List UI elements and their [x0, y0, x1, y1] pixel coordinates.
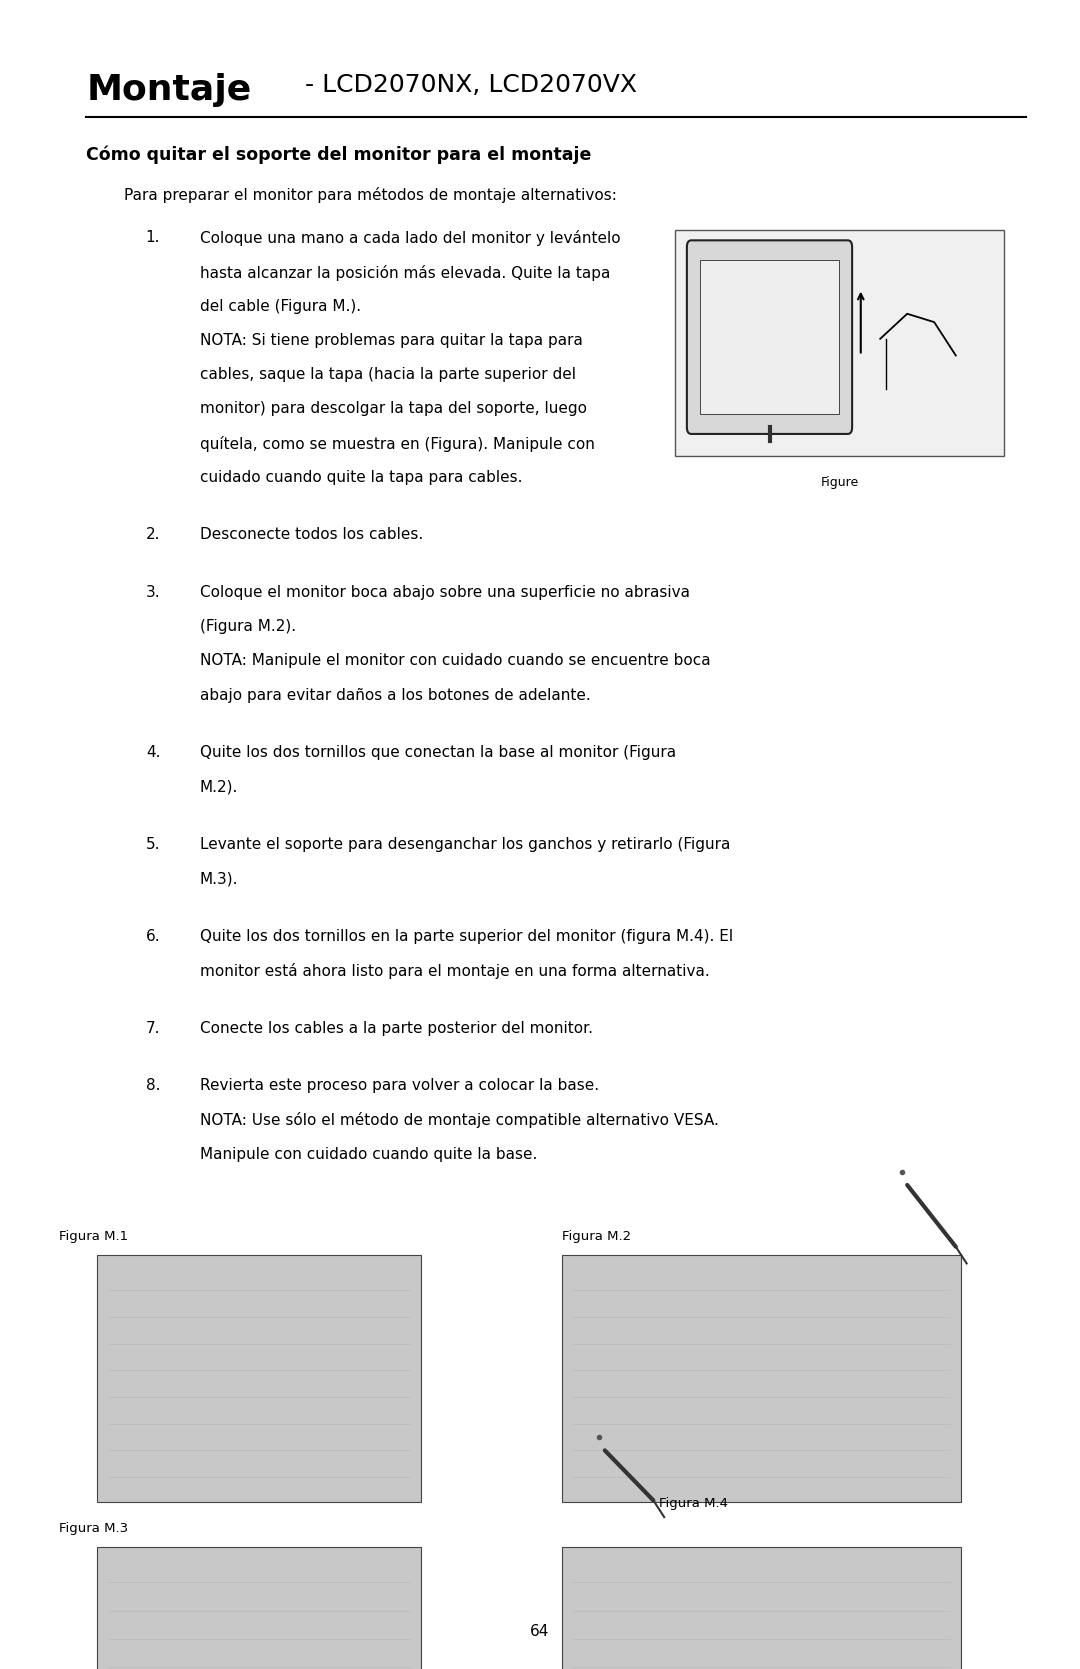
Bar — [97, 1547, 421, 1669]
Text: quítela, como se muestra en (Figura). Manipule con: quítela, como se muestra en (Figura). Ma… — [200, 436, 595, 452]
Bar — [675, 230, 1004, 456]
Text: - LCD2070NX, LCD2070VX: - LCD2070NX, LCD2070VX — [297, 73, 637, 97]
Text: 3.: 3. — [146, 586, 161, 599]
Text: Figura M.3: Figura M.3 — [59, 1522, 129, 1535]
Text: Manipule con cuidado cuando quite la base.: Manipule con cuidado cuando quite la bas… — [200, 1147, 537, 1162]
Text: M.3).: M.3). — [200, 871, 239, 886]
Text: hasta alcanzar la posición más elevada. Quite la tapa: hasta alcanzar la posición más elevada. … — [200, 264, 610, 280]
Text: (Figura M.2).: (Figura M.2). — [200, 619, 296, 634]
Text: Quite los dos tornillos en la parte superior del monitor (figura M.4). El: Quite los dos tornillos en la parte supe… — [200, 928, 733, 943]
Text: Para preparar el monitor para métodos de montaje alternativos:: Para preparar el monitor para métodos de… — [124, 187, 617, 204]
Text: 4.: 4. — [146, 744, 160, 759]
Text: Montaje: Montaje — [86, 73, 252, 107]
Text: monitor está ahora listo para el montaje en una forma alternativa.: monitor está ahora listo para el montaje… — [200, 963, 710, 980]
Text: cables, saque la tapa (hacia la parte superior del: cables, saque la tapa (hacia la parte su… — [200, 367, 576, 382]
Text: 7.: 7. — [146, 1020, 160, 1035]
Text: 64: 64 — [530, 1624, 550, 1639]
Text: 5.: 5. — [146, 838, 160, 851]
Bar — [562, 1547, 961, 1669]
Text: Coloque el monitor boca abajo sobre una superficie no abrasiva: Coloque el monitor boca abajo sobre una … — [200, 586, 690, 599]
Text: NOTA: Si tiene problemas para quitar la tapa para: NOTA: Si tiene problemas para quitar la … — [200, 334, 583, 347]
Text: 8.: 8. — [146, 1078, 160, 1093]
Bar — [700, 260, 839, 414]
Text: monitor) para descolgar la tapa del soporte, luego: monitor) para descolgar la tapa del sopo… — [200, 402, 586, 416]
Text: Figura M.4: Figura M.4 — [659, 1497, 728, 1510]
Text: Desconecte todos los cables.: Desconecte todos los cables. — [200, 527, 423, 542]
Text: Coloque una mano a cada lado del monitor y levántelo: Coloque una mano a cada lado del monitor… — [200, 230, 620, 247]
Bar — [562, 1255, 961, 1502]
Bar — [97, 1255, 421, 1502]
Text: Conecte los cables a la parte posterior del monitor.: Conecte los cables a la parte posterior … — [200, 1020, 593, 1035]
Text: abajo para evitar daños a los botones de adelante.: abajo para evitar daños a los botones de… — [200, 688, 591, 703]
Text: cuidado cuando quite la tapa para cables.: cuidado cuando quite la tapa para cables… — [200, 471, 523, 484]
Text: Cómo quitar el soporte del monitor para el montaje: Cómo quitar el soporte del monitor para … — [86, 145, 592, 164]
Text: Quite los dos tornillos que conectan la base al monitor (Figura: Quite los dos tornillos que conectan la … — [200, 744, 676, 759]
Text: 1.: 1. — [146, 230, 160, 245]
Text: Levante el soporte para desenganchar los ganchos y retirarlo (Figura: Levante el soporte para desenganchar los… — [200, 838, 730, 851]
Text: del cable (Figura M.).: del cable (Figura M.). — [200, 299, 361, 314]
Text: Figura M.2: Figura M.2 — [562, 1230, 631, 1243]
Text: 2.: 2. — [146, 527, 160, 542]
Text: M.2).: M.2). — [200, 779, 239, 794]
Text: NOTA: Use sólo el método de montaje compatible alternativo VESA.: NOTA: Use sólo el método de montaje comp… — [200, 1113, 718, 1128]
Text: 6.: 6. — [146, 928, 161, 943]
Text: Figura M.1: Figura M.1 — [59, 1230, 129, 1243]
FancyBboxPatch shape — [687, 240, 852, 434]
Text: Revierta este proceso para volver a colocar la base.: Revierta este proceso para volver a colo… — [200, 1078, 599, 1093]
Text: NOTA: Manipule el monitor con cuidado cuando se encuentre boca: NOTA: Manipule el monitor con cuidado cu… — [200, 654, 711, 668]
Text: Figure: Figure — [821, 476, 859, 489]
